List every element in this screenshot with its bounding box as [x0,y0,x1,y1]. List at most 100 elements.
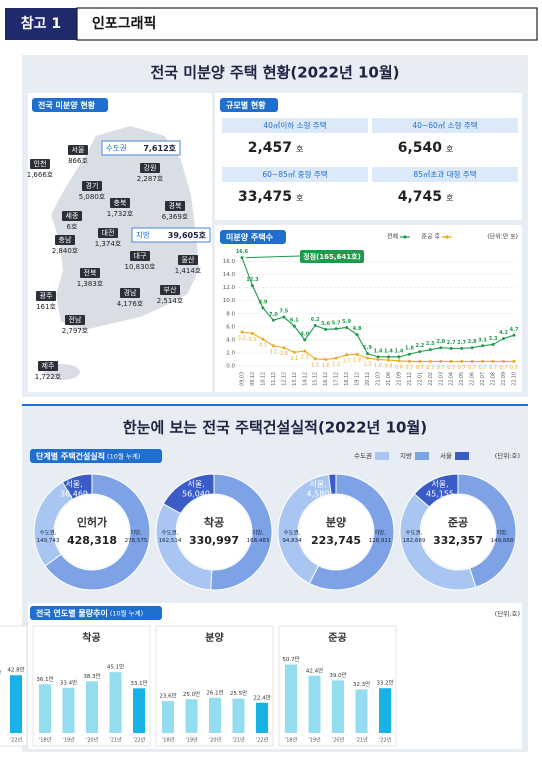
pill-note: (10월 누계) [110,609,143,618]
point [292,350,296,354]
size-panel [215,93,522,220]
point-label: 0.7 [500,365,508,371]
region-name: 전남 [69,315,82,324]
bar-label: 33.1만 [130,679,147,687]
donut-value: 278,575 [125,538,148,544]
point-label: 0.7 [405,365,413,371]
y-tick-label: 16.0 [223,259,236,265]
bar [232,698,245,733]
x-tick-label: '19년 [185,737,198,744]
point [355,352,359,356]
donut-title: 착공 [204,515,224,529]
region-value: 10,830호 [125,263,156,271]
region-value: 1,666호 [27,171,54,179]
size-value: 33,475 [238,189,292,205]
point-label: 4.8 [353,326,362,332]
size-unit: 호 [296,145,303,154]
legend-dot [403,235,407,239]
bar-label: 25.0만 [183,690,200,698]
x-tick-label: '22년 [10,737,23,744]
donut-segment [162,473,215,515]
point [250,284,254,288]
donut-segment [61,473,93,500]
point-label: 1.4 [374,348,383,354]
region-value: 866호 [68,157,88,165]
point [271,344,275,348]
x-tick-label: 13.12 [292,372,298,386]
point [470,359,474,363]
pill-text: 전국 미분양 현황 [38,100,96,110]
x-tick-label: 22.05 [459,372,465,386]
bar-label: 22.4만 [253,693,270,701]
size-label-bg [222,167,368,182]
bar-title: 분양 [205,632,224,644]
annotation-arrow [245,255,301,259]
y-tick-label: 2.0 [226,350,235,356]
donut-segment [44,473,151,591]
point [303,349,307,353]
region-name: 강원 [144,163,157,172]
point [407,359,411,363]
bar [308,675,321,733]
x-tick-label: 09.12 [250,372,256,386]
region-tag [62,211,82,221]
point-label: 0.8 [395,364,403,370]
x-tick-label: 10.12 [260,372,266,386]
region-tag [130,251,150,261]
point [282,346,286,350]
donut-value: 36,469 [60,490,88,499]
point [491,359,495,363]
region-tag [55,235,75,245]
x-tick-label: 20.12 [365,372,371,386]
badge: 참고 1 [21,16,61,32]
y-tick-label: 12.0 [223,285,236,291]
point-label: 1.0 [374,363,382,369]
bar [285,664,297,733]
callout-name: 수도권 [106,144,127,153]
point-label: 1.4 [384,348,393,354]
point [502,359,506,363]
point [428,348,432,352]
x-tick-label: 22.06 [470,372,476,386]
donut-category: 수도권, [40,529,57,537]
point [345,353,349,357]
region-name: 인천 [34,159,47,168]
x-tick-label: '19년 [308,737,321,744]
point-label: 5.0 [248,337,256,343]
region-name: 세종 [66,211,79,220]
bar [133,688,145,733]
bar-label: 40.6만 [0,669,1,677]
region-name: 서울 [72,145,85,154]
pill [30,606,162,620]
point-label: 4.1 [259,343,267,349]
point-label: 0.7 [489,365,497,371]
size-label-bg [372,118,518,133]
region-value: 2,840호 [52,247,79,255]
pill-note: (10월 누계) [107,452,140,461]
region-name: 경기 [86,181,99,190]
pill [30,449,162,463]
point [261,306,265,310]
y-tick-label: 4.0 [226,337,235,343]
x-tick-label: 22.01 [417,372,423,386]
region-tag [160,285,180,295]
pill [32,98,108,112]
donut-value: 149,743 [37,538,60,544]
bar-label: 32.3만 [353,680,370,688]
point-label: 0.7 [468,365,476,371]
donut-category: 지방, [130,529,142,537]
section-title: 전국 미분양 주택 현황(2022년 10월) [150,64,399,82]
point-label: 1.2 [332,362,340,368]
point-label: 0.7 [479,365,487,371]
point [345,325,349,329]
line-panel [215,225,522,392]
donut-title: 인허가 [77,515,107,529]
pill-text: 규모별 현황 [226,100,266,110]
donut-category: 수도권, [406,529,423,537]
region-name: 충북 [114,198,127,207]
bar [109,672,122,733]
point [397,359,401,363]
legend-swatch [415,452,429,460]
point-label: 3.3 [489,336,498,342]
bar-label: 33.2만 [376,679,393,687]
